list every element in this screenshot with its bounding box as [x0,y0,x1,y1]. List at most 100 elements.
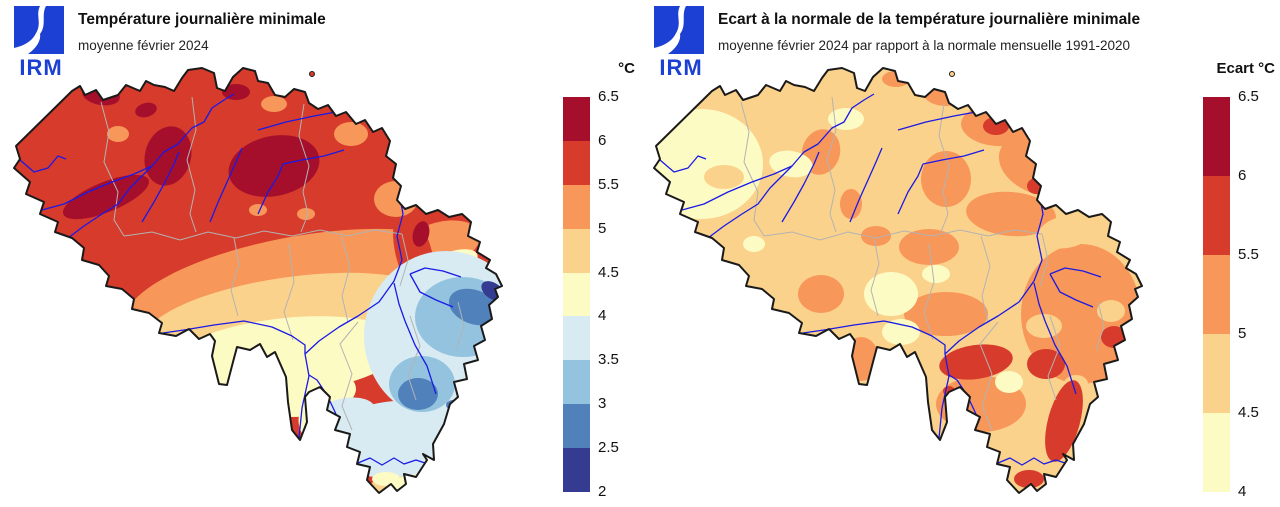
contour-region [995,371,1023,393]
legend-title: Ecart °C [1216,60,1275,77]
contour-region [398,378,438,410]
contour-region [704,165,744,189]
legend-label: 5.5 [598,175,619,193]
contour-region [922,265,950,283]
legend-label: 2.5 [598,439,619,457]
legend-label: 4 [1238,483,1247,500]
province-border [100,101,125,237]
contour-region [688,256,704,268]
legend-cell [1203,334,1230,413]
contour-region [412,221,430,247]
river-path [707,93,875,239]
legend-temperature: °C 6.5 6 5.5 5 4.5 4 3.5 3 2.5 2 [555,60,640,507]
belgium-map-anomaly [653,67,1143,494]
contour-region [1097,175,1111,185]
province-border [399,233,409,287]
river-path [948,374,977,415]
legend-colorbar [563,97,590,492]
province-border [938,103,950,233]
province-border [407,315,421,401]
enclave-speck [309,71,315,77]
contour-region [261,96,287,112]
legend-cell [1203,97,1230,176]
legend-anomaly: Ecart °C 6.5 6 5.5 5 4.5 4 [1195,60,1280,507]
legend-label: 3.5 [598,351,619,369]
province-border [870,237,880,317]
contour-region [135,102,157,118]
contour-region [966,191,1056,237]
province-border [980,235,991,323]
legend-label: 5 [598,219,607,237]
legend-colorbar [1203,97,1230,492]
province-border [826,96,837,233]
page-title: Ecart à la normale de la température jou… [718,11,1141,28]
river-path [409,267,462,278]
river-path [257,163,284,215]
river-path [209,147,243,223]
legend-cell [563,140,590,185]
country-outline [653,67,1143,494]
legend-cell [563,448,590,492]
river-path [1049,273,1094,308]
irm-logo: IRM [10,5,72,80]
contour-region [372,472,400,486]
legend-cell [563,184,590,229]
contour-region [374,181,418,217]
province-border [340,235,351,323]
legend-title: °C [618,60,635,77]
contour-region [654,109,763,219]
contour-region [249,204,267,216]
contour-region [1021,244,1141,384]
province-border [339,321,359,431]
contour-fill-layer [14,68,502,493]
river-path [409,273,454,308]
legend-cell [563,404,590,449]
river-path [897,163,924,215]
river-path [298,191,404,439]
legend-cell [1203,176,1230,255]
province-border [740,101,765,237]
page-subtitle: moyenne février 2024 [78,38,209,53]
legend-cell [563,316,590,361]
irm-logo-text: IRM [659,55,703,80]
river-path [849,147,883,223]
river-path [141,151,180,223]
legend-label: 4.5 [598,263,619,281]
river-path [1033,282,1077,395]
legend-label: 2 [598,483,607,500]
river-path [681,165,793,211]
legend-cell [563,97,590,141]
river-path [922,149,985,165]
river-path [938,191,1044,439]
panel-temperature: IRM Température journalière minimale moy… [10,5,640,507]
legend-cell [1203,255,1230,334]
river-path [19,155,67,173]
contour-region [222,84,250,100]
legend-cell [563,360,590,405]
river-path [41,165,153,211]
page-title: Température journalière minimale [78,11,326,28]
contour-region [840,189,862,219]
contour-region [861,226,891,246]
contour-region [743,236,765,252]
contour-region [288,441,320,455]
legend-label: 6.5 [1238,88,1259,105]
river-path [282,149,345,165]
province-border [186,96,197,233]
enclave-speck [949,71,955,77]
legend-cell [563,272,590,317]
irm-logo-text: IRM [19,55,63,80]
contour-region [882,319,920,345]
legend-label: 5.5 [1238,246,1259,263]
contour-region [798,275,844,313]
legend-cell [1203,413,1230,492]
contour-region [1038,215,1094,249]
panel-anomaly: IRM Ecart à la normale de la température… [640,0,1280,507]
belgium-map-temperature [13,67,503,494]
irm-logo: IRM [650,5,712,80]
river-path [257,111,337,131]
province-border [283,243,295,341]
titles-right: Ecart à la normale de la température jou… [718,10,1258,53]
province-border [923,243,935,341]
province-border [455,301,465,351]
